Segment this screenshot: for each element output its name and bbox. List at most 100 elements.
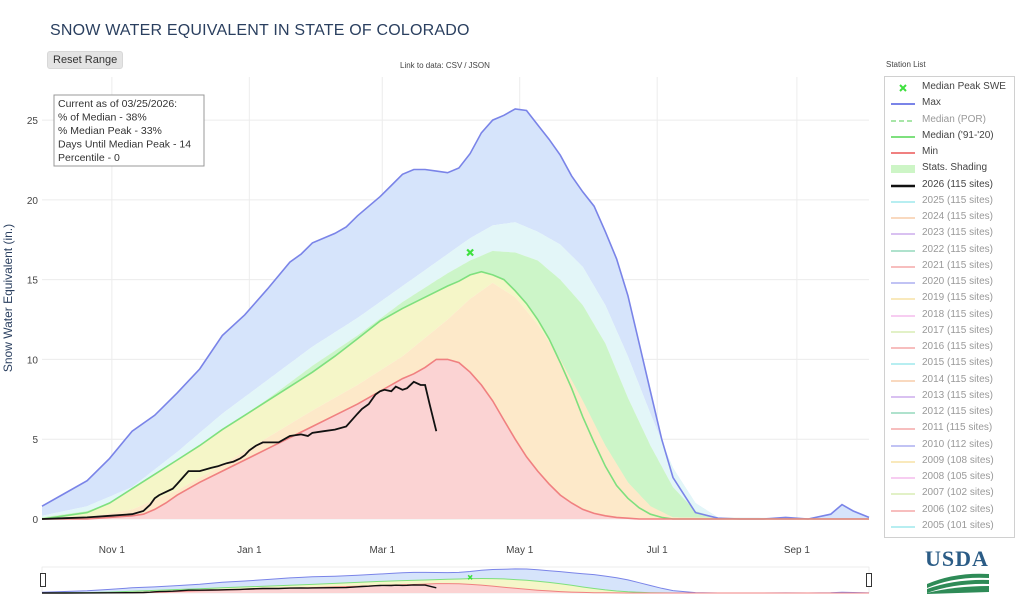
y-tick-label: 10 <box>27 355 39 366</box>
info-box-line: % of Median - 38% <box>58 112 147 124</box>
legend-symbol-icon <box>891 460 915 463</box>
legend-label: 2025 (115 sites) <box>922 194 993 206</box>
legend-title: Station List <box>886 60 926 69</box>
legend-label: Median (POR) <box>922 113 986 125</box>
legend-symbol-icon <box>891 298 915 301</box>
legend-label: 2011 (115 sites) <box>922 422 993 434</box>
legend-symbol-icon <box>891 379 915 382</box>
page-title: SNOW WATER EQUIVALENT IN STATE OF COLORA… <box>50 22 470 39</box>
lower-shading-band <box>42 282 869 519</box>
min-shading-band <box>42 359 869 519</box>
legend-label: 2007 (102 sites) <box>922 487 994 499</box>
legend-label: 2008 (105 sites) <box>922 471 994 482</box>
legend-symbol-icon <box>891 477 915 479</box>
max-line <box>41 108 870 520</box>
legend-symbol-icon <box>891 444 915 447</box>
legend-symbol-icon <box>891 314 915 317</box>
info-box: Current as of 03/25/2026: % of Median - 3… <box>53 94 205 167</box>
legend-symbol-icon <box>891 347 915 349</box>
info-box-line: % Median Peak - 33% <box>58 125 162 137</box>
legend-symbol-icon <box>891 428 915 431</box>
legend-label: 2006 (102 sites) <box>922 503 994 515</box>
y-axis-label: Snow Water Equivalent (in.) <box>1 224 15 372</box>
legend-label: Min <box>922 146 939 157</box>
legend-label: 2021 (115 sites) <box>922 259 993 271</box>
legend-symbol-icon <box>899 84 907 92</box>
y-tick-label: 0 <box>32 515 38 526</box>
legend-symbol-icon <box>891 165 915 174</box>
legend-symbol-icon <box>891 233 915 236</box>
info-box-frame <box>53 94 205 167</box>
legend-symbol-icon <box>891 200 915 203</box>
legend-label: 2024 (115 sites) <box>922 211 993 222</box>
y-tick-label: 25 <box>27 116 39 127</box>
x-tick-label: Sep 1 <box>784 545 811 556</box>
link-separator: / <box>464 61 467 70</box>
legend-symbol-icon <box>891 152 915 154</box>
range-slider-left-handle[interactable] <box>40 573 46 587</box>
legend-label: 2014 (115 sites) <box>922 373 993 385</box>
legend-label: 2015 (115 sites) <box>922 357 993 369</box>
legend-symbol-icon <box>891 493 915 496</box>
range-max-band <box>42 568 867 593</box>
legend-label: 2012 (115 sites) <box>922 406 993 417</box>
legend-symbol-icon <box>891 184 915 187</box>
x-tick-label: Nov 1 <box>99 545 126 556</box>
legend-label: 2022 (115 sites) <box>922 243 993 255</box>
reset-range-button[interactable]: Reset Range <box>47 51 124 69</box>
legend-label: 2026 (115 sites) <box>922 178 993 190</box>
json-link[interactable]: JSON <box>468 61 490 70</box>
range-min-band <box>42 583 867 593</box>
legend-label: 2018 (115 sites) <box>922 308 993 320</box>
legend-symbol-icon <box>891 363 915 366</box>
info-box-line: Current as of 03/25/2026: <box>58 98 177 110</box>
x-tick-label: May 1 <box>506 545 534 556</box>
legend-symbol-icon <box>891 249 915 252</box>
range-median-peak-marker <box>467 574 473 580</box>
y-tick-label: 5 <box>32 435 38 446</box>
legend-symbol-icon <box>891 509 915 512</box>
upper-shading-band <box>42 222 869 519</box>
legend-symbol-icon <box>891 395 915 398</box>
legend-symbol-icon <box>891 265 915 268</box>
legend-label: 2016 (115 sites) <box>922 341 993 352</box>
legend-symbol-icon <box>891 135 915 138</box>
legend-symbol-icon <box>891 412 915 414</box>
legend-symbol-icon <box>891 282 915 284</box>
legend-panel: Median Peak SWE Max Median (POR) Median ('9… <box>884 76 1015 538</box>
y-tick-label: 20 <box>27 196 39 207</box>
data-link-bar: Link to data: CSV / JSON <box>400 61 490 70</box>
legend-symbol-icon <box>891 103 915 106</box>
median-line <box>41 270 869 520</box>
legend-label: Stats. Shading <box>922 162 988 174</box>
legend-label: 2010 (112 sites) <box>922 438 993 450</box>
x-tick-label: Jan 1 <box>237 545 262 556</box>
y-tick-label: 15 <box>27 276 39 287</box>
usda-logo-graphic <box>927 573 989 594</box>
legend-label: 2023 (115 sites) <box>922 227 993 239</box>
info-box-line: Days Until Median Peak - 14 <box>58 139 191 151</box>
legend-symbol-icon <box>891 119 915 122</box>
range-slider-right-handle[interactable] <box>866 573 872 587</box>
current-2026-line <box>41 380 438 520</box>
range-2026-line <box>42 584 437 594</box>
usda-logo: USDA <box>925 546 991 594</box>
x-tick-label: Jul 1 <box>647 545 669 556</box>
legend-symbol-icon <box>891 525 915 528</box>
legend-label: 2019 (115 sites) <box>922 292 993 304</box>
legend-label: 2013 (115 sites) <box>922 389 993 401</box>
max-shading-band <box>42 108 869 520</box>
range-median-line <box>41 577 869 594</box>
info-box-line: Percentile - 0 <box>58 152 120 164</box>
legend-label: 2017 (115 sites) <box>922 324 993 336</box>
legend-label: Median Peak SWE <box>922 81 1006 92</box>
legend-symbol-icon <box>891 217 915 219</box>
legend-symbol-icon <box>891 330 915 333</box>
legend-label: 2005 (101 sites) <box>922 519 994 531</box>
min-line <box>42 358 869 520</box>
csv-link[interactable]: CSV <box>445 61 463 70</box>
legend-label: 2009 (108 sites) <box>922 454 994 466</box>
median-peak-marker <box>466 248 474 257</box>
x-tick-label: Mar 1 <box>369 545 395 556</box>
